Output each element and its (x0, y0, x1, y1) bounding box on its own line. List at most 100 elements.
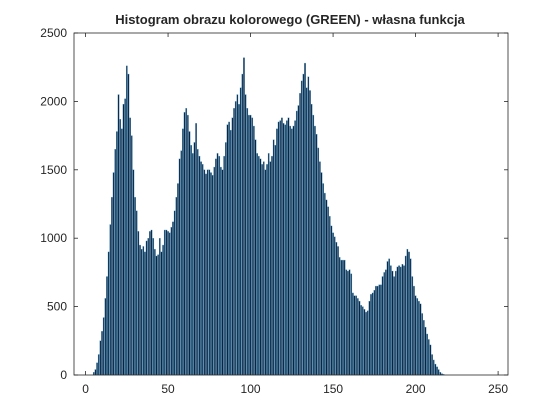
histogram-bar (104, 298, 107, 376)
histogram-bar (244, 94, 247, 376)
histogram-bar (180, 150, 183, 376)
histogram-bar (423, 320, 425, 376)
histogram-bar (107, 251, 110, 376)
histogram-bar (99, 340, 102, 376)
histogram-bar (373, 290, 376, 376)
histogram-bar (221, 169, 224, 376)
histogram-bar (403, 265, 405, 376)
y-tick-label: 500 (47, 300, 67, 314)
histogram-bar (94, 369, 97, 376)
histogram-bar (157, 254, 159, 376)
histogram-bar (135, 210, 138, 376)
histogram-bar (385, 269, 387, 376)
histogram-bar (201, 164, 204, 376)
histogram-bar (267, 153, 270, 376)
x-tick-label: 0 (82, 382, 89, 396)
histogram-bar (381, 276, 384, 376)
histogram-bar (185, 108, 188, 376)
histogram-bar (168, 232, 171, 376)
histogram-bar (220, 166, 222, 376)
histogram-bar (210, 172, 212, 376)
histogram-bar (208, 169, 211, 376)
histogram-bar (215, 158, 217, 376)
histogram-bar (287, 117, 290, 376)
histogram-bar (231, 117, 234, 376)
histogram-bar (411, 276, 414, 376)
histogram-bar (378, 284, 381, 376)
histogram-bar (200, 161, 202, 376)
histogram-bar (426, 333, 428, 376)
histogram-bar (269, 161, 272, 376)
histogram-bar (238, 103, 240, 376)
histogram-bar (223, 155, 226, 376)
histogram-bar (370, 294, 372, 376)
histogram-bar (437, 369, 440, 376)
histogram-bar (368, 300, 371, 376)
histogram-bar (155, 255, 158, 376)
histogram-bar (125, 65, 128, 376)
histogram-bar (149, 231, 151, 376)
histogram-bar (266, 164, 268, 376)
histogram-bar (314, 125, 316, 376)
histogram-bar (279, 120, 282, 376)
histogram-bar (216, 153, 219, 376)
histogram-bar (129, 117, 131, 376)
histogram-bar (376, 285, 379, 376)
histogram-bar (330, 225, 333, 376)
histogram-bar (96, 362, 98, 376)
histogram-bar (333, 236, 336, 376)
histogram-bar (274, 145, 277, 376)
histogram-bar (360, 305, 362, 376)
histogram-bar (172, 221, 174, 376)
plot-area-frame (73, 32, 509, 376)
histogram-bar (228, 121, 230, 376)
histogram-bar (248, 114, 250, 376)
histogram-bar (233, 108, 235, 376)
histogram-bar (340, 259, 343, 376)
histogram-bar (102, 317, 105, 376)
histogram-bar (432, 359, 435, 376)
histogram-bar (195, 123, 197, 376)
histogram-bar (404, 255, 407, 376)
histogram-bar (193, 142, 196, 376)
bars-layer (92, 57, 445, 376)
histogram-bar (213, 166, 216, 376)
histogram-bar (371, 292, 374, 376)
histogram-bar (253, 125, 255, 376)
histogram-bar (439, 372, 442, 376)
histogram-bar (241, 73, 244, 376)
histogram-bar (355, 295, 358, 376)
histogram-bar (132, 169, 135, 376)
histogram-bar (337, 246, 339, 376)
histogram-bar (218, 155, 221, 376)
histogram-bar (191, 153, 194, 376)
histogram-bar (413, 285, 415, 376)
histogram-bar (97, 354, 100, 376)
histogram-bar (393, 276, 395, 376)
histogram-bar (409, 258, 412, 376)
histogram-bar (114, 149, 117, 376)
histogram-bar (358, 300, 361, 376)
histogram-bar (101, 331, 103, 376)
histogram-bar (302, 73, 305, 376)
histogram-bar (281, 117, 283, 376)
x-tick-label: 250 (488, 382, 508, 396)
histogram-bar (297, 105, 300, 376)
histogram-bar (305, 87, 308, 376)
histogram-bar (262, 161, 265, 376)
histogram-bar (121, 128, 123, 376)
histogram-bar (414, 295, 417, 376)
histogram-bar (203, 169, 206, 376)
histogram-bar (139, 244, 141, 376)
histogram-bar (145, 240, 148, 376)
histogram-bar (319, 161, 321, 376)
histogram-bar (162, 244, 164, 376)
histogram-bar (323, 192, 326, 376)
histogram-bar (154, 248, 156, 376)
histogram-bar (325, 199, 328, 376)
histogram-bar (418, 300, 420, 376)
histogram-bar (300, 80, 303, 376)
histogram-bar (361, 306, 364, 376)
histogram-bar (229, 129, 232, 376)
histogram-bar (284, 124, 287, 376)
